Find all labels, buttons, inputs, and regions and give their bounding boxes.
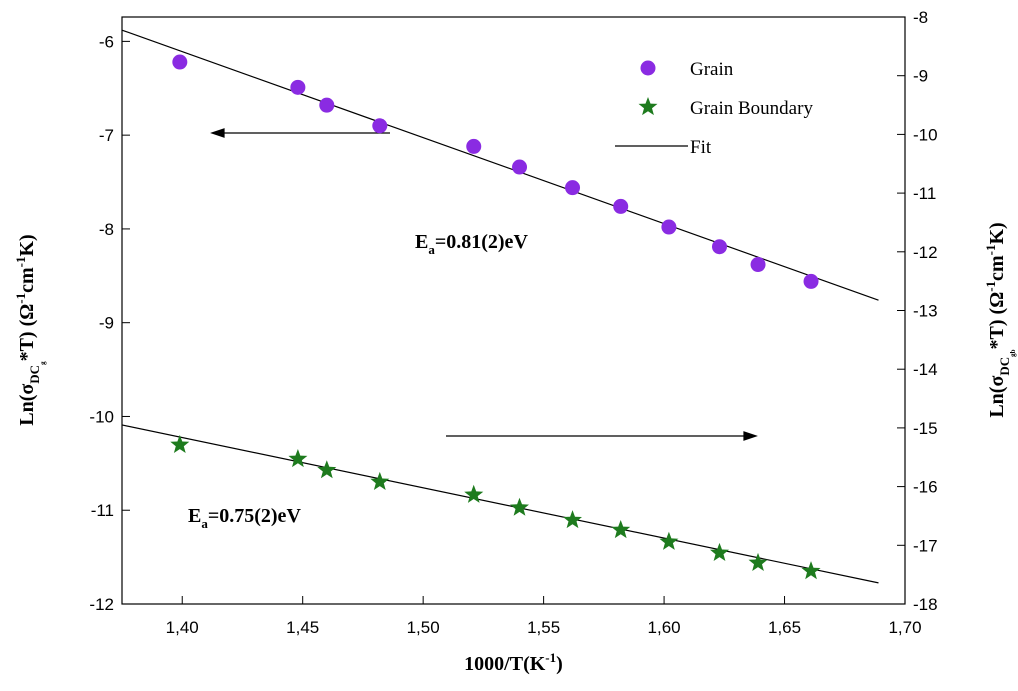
star-marker [288,449,308,468]
label-part: -1 [13,293,28,304]
circle-marker [750,257,766,273]
y-tick-label: -10 [89,407,114,426]
label-part: Ln(σ [986,376,1008,418]
label-part: a [201,516,208,531]
label-part: 1000/T(K [464,653,546,675]
label-part: -1 [983,245,998,256]
y2-tick-label: -9 [913,67,928,86]
y2-tick-label: -8 [913,8,928,27]
label-part: K) [16,234,38,256]
label-part: gb [1009,349,1017,357]
label-part: *T) (Ω [16,304,38,362]
label-part: a [428,242,435,257]
label-part: =0.81(2)eV [435,231,529,253]
circle-marker [613,198,629,214]
label-part: -1 [983,281,998,292]
label-part: Ln(σ [16,384,38,426]
x-tick-label: 1,65 [768,618,801,637]
circle-marker [711,239,727,255]
annotation: Ea=0.75(2)eV [188,505,301,531]
arrow-head [743,431,758,441]
star-marker [801,561,821,580]
label-part: E [415,231,428,253]
star-marker [170,434,190,453]
star-marker [748,552,768,571]
circle-marker [466,138,482,154]
star-marker [611,520,631,539]
label-part: *T) (Ω [986,292,1008,350]
label-part: g [39,361,47,365]
x-tick-label: 1,50 [407,618,440,637]
label-part: E [188,505,201,527]
label-part: DC [997,357,1012,376]
label-part: cm [16,267,38,293]
x-tick-label: 1,55 [527,618,560,637]
legend-label: Grain [690,59,734,80]
star-marker [510,497,529,516]
star-marker [710,542,729,561]
y2-tick-label: -14 [913,360,938,379]
star-marker [659,531,679,550]
label-part: ) [556,653,563,675]
circle-marker [661,219,677,235]
star-marker [464,484,484,503]
y-tick-label: -9 [99,314,114,333]
arrows [210,128,758,441]
star-marker [638,97,658,116]
y-tick-label: -11 [91,501,114,520]
y-tick-label: -8 [99,220,114,239]
y2-tick-label: -18 [913,595,938,614]
annotation: Ea=0.81(2)eV [415,231,528,257]
label-part: DC [27,365,42,384]
legend-label: Fit [690,137,712,158]
legend-label: Grain Boundary [690,98,813,119]
label-part: K) [986,222,1008,244]
label-part: cm [986,255,1008,281]
circle-marker [803,273,819,289]
circle-marker [290,79,306,95]
x-tick-label: 1,60 [648,618,681,637]
star-marker [563,510,582,529]
y-tick-label: -12 [89,595,114,614]
arrow-head [210,128,225,138]
fit-line [121,29,879,301]
circle-marker [512,159,528,175]
y2-tick-label: -12 [913,243,938,262]
y-tick-label: -6 [99,32,114,51]
label-part: =0.75(2)eV [208,505,302,527]
x-tick-label: 1,45 [286,618,319,637]
fit-line [121,424,879,584]
star-marker [370,471,390,490]
x-tick-label: 1,40 [166,618,199,637]
x-tick-label: 1,70 [888,618,921,637]
star-marker [317,460,337,479]
circle-marker [565,180,581,196]
y2-tick-label: -11 [913,184,936,203]
label-part: -1 [13,257,28,268]
y2-tick-label: -10 [913,125,938,144]
circle-marker [172,54,188,70]
y2-tick-label: -15 [913,419,938,438]
y-axis-title: Ln(σDCg*T) (Ω-1cm-1K) [13,234,47,425]
y-tick-label: -7 [99,126,114,145]
circle-marker [319,97,335,113]
y2-tick-label: -17 [913,536,938,555]
label-part: -1 [545,650,556,665]
circle-marker [640,60,656,76]
y2-tick-label: -16 [913,478,938,497]
x-axis-title: 1000/T(K-1) [464,650,563,675]
y2-axis-title: Ln(σDCgb*T) (Ω-1cm-1K) [983,222,1017,417]
y2-tick-label: -13 [913,302,938,321]
circle-marker [372,118,388,134]
